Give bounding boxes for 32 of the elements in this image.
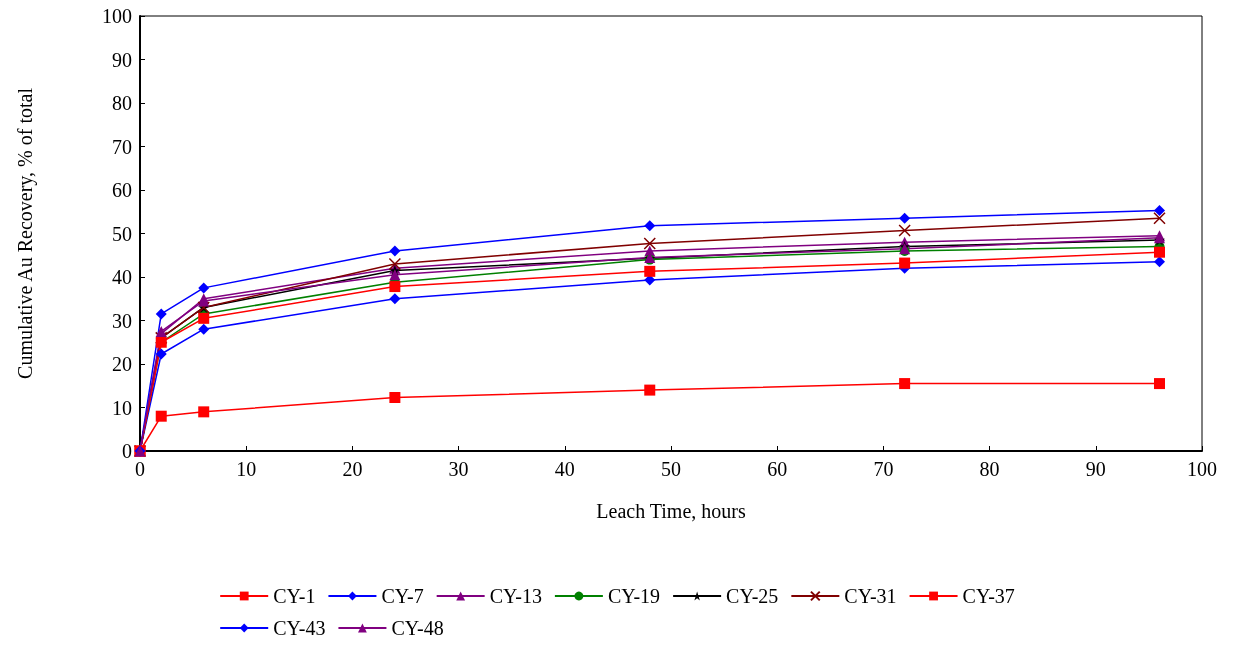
y-tick-label: 50	[112, 222, 132, 245]
y-tick-label: 30	[112, 309, 132, 332]
y-tick-label: 100	[102, 5, 132, 27]
legend-label: CY-48	[391, 617, 444, 639]
y-tick-label: 10	[112, 396, 132, 419]
x-tick-label: 70	[873, 458, 894, 480]
legend-label: CY-37	[962, 585, 1015, 607]
y-tick-label: 60	[112, 179, 132, 201]
y-tick-label: 70	[112, 135, 132, 158]
y-tick-label: 90	[112, 48, 132, 71]
y-tick-label: 20	[112, 353, 132, 375]
x-axis-title: Leach Time, hours	[596, 500, 746, 522]
y-axis-title: Cumulative Au Recovery, % of total	[14, 87, 37, 379]
x-tick-label: 100	[1187, 458, 1217, 480]
legend-label: CY-7	[381, 585, 424, 607]
x-tick-label: 60	[767, 458, 788, 480]
legend-label: CY-1	[273, 585, 316, 607]
y-tick-label: 0	[122, 440, 132, 462]
legend-label: CY-25	[726, 585, 779, 607]
y-tick-label: 40	[112, 266, 132, 288]
x-tick-label: 90	[1085, 458, 1106, 480]
x-tick-label: 50	[661, 458, 681, 480]
x-tick-label: 80	[979, 458, 1000, 480]
x-tick-label: 10	[236, 458, 257, 480]
legend-label: CY-13	[489, 585, 542, 607]
x-tick-label: 20	[342, 458, 363, 480]
y-tick-label: 80	[112, 92, 132, 114]
x-tick-label: 40	[554, 458, 575, 480]
legend-label: CY-31	[844, 585, 897, 607]
legend-label: CY-19	[607, 585, 661, 607]
legend-label: CY-43	[273, 617, 326, 639]
x-tick-label: 30	[448, 458, 469, 480]
